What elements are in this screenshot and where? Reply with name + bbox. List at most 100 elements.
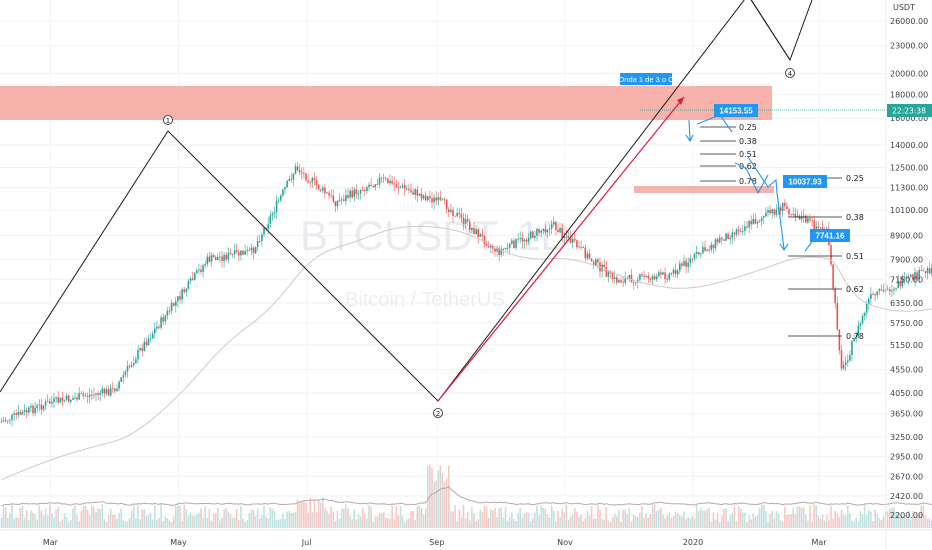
candle-body [605, 266, 608, 277]
price-tick-label: 2420.00 [890, 492, 923, 501]
candle-body [406, 188, 408, 190]
volume-bar [38, 504, 41, 528]
volume-bar [515, 520, 517, 528]
volume-bar [370, 507, 372, 528]
volume-bar [254, 516, 257, 528]
candle-body [886, 288, 889, 290]
volume-bar [765, 511, 767, 528]
volume-bar [544, 509, 547, 528]
wave-label-1: 1 [163, 115, 173, 125]
volume-bar [574, 508, 576, 528]
candle-body [21, 411, 24, 415]
candle-body [687, 262, 689, 267]
candle-body [618, 280, 620, 283]
candle-body [889, 289, 891, 292]
volume-bar [555, 521, 557, 528]
volume-bar [282, 513, 284, 528]
candle-body [334, 201, 337, 207]
time-axis[interactable]: MarMayJulSepNov2020MarMayJulSepNov2021Ma… [43, 538, 932, 547]
volume-bar [422, 514, 425, 528]
candle-body [154, 328, 156, 334]
volume-bar [347, 508, 349, 528]
volume-bar [72, 508, 74, 528]
trend-line [437, 96, 685, 402]
volume-bar [149, 512, 152, 528]
volume-bar [391, 504, 393, 528]
volume-bar [714, 519, 717, 528]
volume-bar [767, 521, 769, 528]
volume-bar [248, 513, 251, 528]
volume-bar [181, 520, 183, 528]
candle-body [28, 407, 30, 413]
volume-bar [326, 510, 328, 528]
candle-body [458, 212, 461, 215]
candle-body [479, 234, 482, 238]
volume-bar [378, 513, 381, 528]
volume-bar [794, 513, 797, 528]
volume-bar [511, 512, 513, 528]
candle-body [114, 388, 116, 392]
price-tick-label: 23000.00 [890, 42, 928, 51]
volume-bar [135, 518, 137, 528]
volume-bar [448, 465, 450, 528]
candle-body [294, 166, 297, 174]
volume-bar [246, 519, 248, 528]
volume-bar [763, 504, 765, 528]
candle-body [840, 350, 843, 369]
candle-body [445, 199, 448, 210]
volume-bar [672, 516, 675, 528]
volume-bar [361, 507, 364, 528]
volume-bar [704, 511, 706, 528]
candle-body [353, 189, 356, 198]
price-tick-label: 4550.00 [890, 366, 923, 375]
volume-bar [502, 517, 505, 528]
volume-bar [784, 506, 786, 528]
candle-body [710, 244, 713, 250]
volume-bar [670, 517, 673, 528]
svg-text:1: 1 [166, 117, 170, 125]
volume-bar [76, 515, 78, 528]
volume-bar [561, 508, 563, 528]
candle-body [454, 215, 456, 217]
candle-body [256, 241, 259, 247]
fib-label: 0.25 [739, 123, 757, 132]
volume-bar [164, 516, 167, 528]
candle-body [639, 274, 641, 280]
candle-body [263, 227, 265, 235]
candle-body [746, 226, 748, 228]
volume-bar [584, 518, 587, 528]
candle-body [97, 393, 99, 395]
volume-bar [105, 521, 108, 528]
volume-bar [781, 521, 784, 528]
candle-body [641, 274, 643, 276]
candle-body [928, 268, 931, 274]
candle-body [508, 243, 511, 248]
volume-bars [0, 465, 932, 528]
volume-bar [204, 506, 206, 528]
volume-bar [880, 519, 883, 528]
price-tick-label: 8900.00 [890, 231, 923, 240]
volume-bar [200, 508, 202, 528]
candle-body [170, 303, 173, 312]
volume-bar [475, 520, 477, 528]
volume-bar [368, 505, 370, 528]
candle-body [523, 239, 526, 242]
volume-bar [359, 516, 362, 528]
volume-bar [187, 516, 190, 528]
candle-body [595, 259, 597, 266]
volume-bar [403, 521, 406, 528]
candle-body [128, 365, 131, 367]
volume-bar [912, 511, 914, 528]
price-axis[interactable]: 2200.00 2420.00 2670.00 2950.00 3250.00 3650.… [890, 17, 928, 520]
volume-bar [756, 514, 759, 528]
candle-body [95, 393, 97, 395]
candle-body [544, 228, 547, 233]
volume-bar [460, 517, 463, 528]
volume-bar [19, 508, 22, 528]
volume-bar [219, 520, 221, 528]
candle-body [922, 270, 925, 272]
candle-body [422, 195, 425, 199]
candle-body [532, 231, 534, 238]
volume-bar [813, 504, 815, 528]
